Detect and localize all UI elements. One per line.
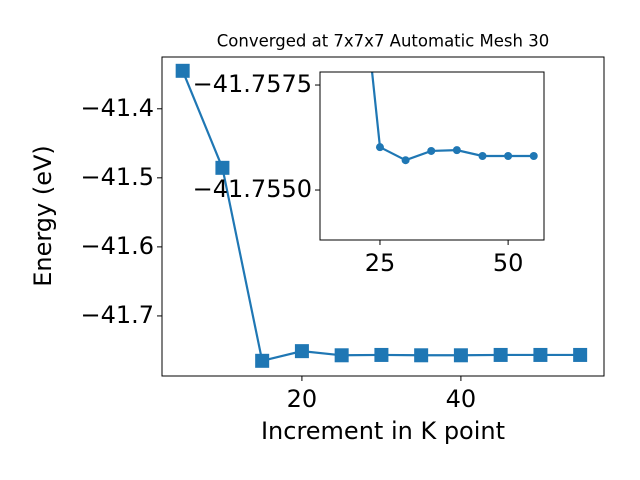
- chart-title: Converged at 7x7x7 Automatic Mesh 30: [217, 32, 549, 51]
- y-axis-label: Energy (eV): [29, 145, 57, 287]
- marker: [529, 152, 538, 160]
- x-tick-label: 40: [446, 385, 477, 413]
- axes-frame: [161, 56, 605, 377]
- marker: [401, 156, 410, 165]
- marker: [478, 152, 487, 160]
- marker: [504, 152, 513, 160]
- y-tick-label: −41.6: [80, 232, 154, 260]
- x-axis-label: Increment in K point: [261, 417, 505, 445]
- marker: [452, 146, 461, 155]
- x-tick-label: 20: [287, 385, 318, 413]
- y-tick-label: −41.5: [80, 163, 154, 191]
- data-line: [370, 72, 534, 162]
- marker: [175, 63, 190, 78]
- axes-frame: [319, 71, 545, 241]
- marker: [294, 344, 309, 359]
- plot-area: [175, 63, 588, 368]
- y-tick-label: −41.7575: [193, 70, 312, 98]
- x-tick-label: 50: [493, 249, 524, 277]
- marker: [493, 347, 508, 362]
- marker: [215, 160, 230, 175]
- marker: [573, 347, 588, 362]
- marker: [453, 348, 468, 363]
- marker: [374, 347, 389, 362]
- y-tick-label: −41.4: [80, 94, 154, 122]
- marker: [255, 353, 270, 368]
- plot-area: [370, 72, 538, 165]
- marker: [375, 143, 384, 152]
- y-tick-label: −41.7: [80, 301, 154, 329]
- x-tick-label: 25: [365, 249, 396, 277]
- marker: [414, 348, 429, 363]
- marker: [334, 348, 349, 363]
- marker: [427, 146, 436, 155]
- marker: [533, 347, 548, 362]
- y-tick-label: −41.7550: [193, 175, 312, 203]
